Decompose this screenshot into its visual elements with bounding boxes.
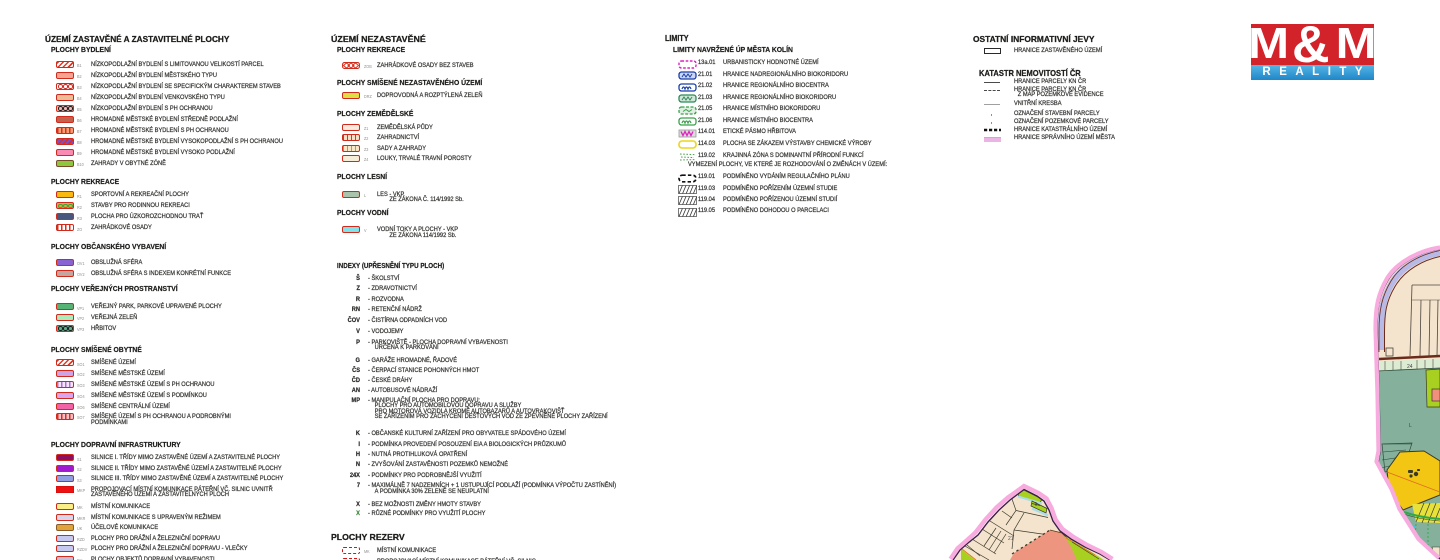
svg-text:L: L xyxy=(1409,423,1412,429)
svg-text:21: 21 xyxy=(1008,536,1014,542)
svg-text:24: 24 xyxy=(1407,364,1413,370)
